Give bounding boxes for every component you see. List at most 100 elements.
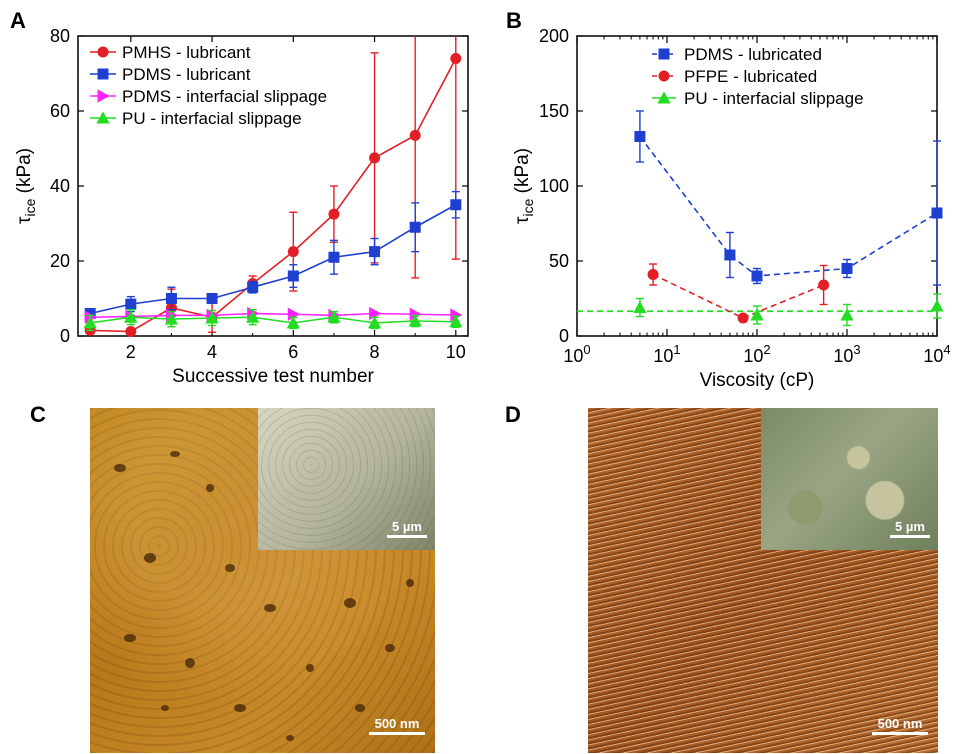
x-tick-label: 10 <box>446 342 466 362</box>
data-point <box>327 310 341 323</box>
panel-label-b: B <box>506 8 522 33</box>
y-tick-label: 150 <box>539 101 569 121</box>
data-point <box>247 281 259 293</box>
y-tick-label: 20 <box>50 251 70 271</box>
x-tick-label: 8 <box>370 342 380 362</box>
x-tick-label: 104 <box>923 342 950 366</box>
panel-label-d: D <box>505 402 521 427</box>
afm-image-c: 5 µm 500 nm <box>90 408 435 753</box>
series-b-1: PFPE - lubricated <box>647 67 830 324</box>
panel-label-c: C <box>30 402 46 427</box>
series-b-2: PU - interfacial slippage <box>633 89 944 327</box>
x-tick-label: 102 <box>743 342 770 366</box>
data-point <box>84 308 96 319</box>
legend-label: PU - interfacial slippage <box>122 109 302 128</box>
afm-image-d: 5 µm 500 nm <box>588 408 938 753</box>
data-point <box>83 316 97 329</box>
scale-line-inset-d <box>890 535 930 538</box>
legend-marker <box>658 70 670 82</box>
x-axis-label: Successive test number <box>172 366 374 387</box>
data-point <box>125 326 137 337</box>
x-axis-label: Viscosity (cP) <box>700 370 815 391</box>
data-point <box>205 311 219 324</box>
data-point <box>367 316 382 329</box>
scale-label-inset-c: 5 µm <box>392 519 422 534</box>
data-point <box>450 308 463 322</box>
data-point <box>165 293 177 304</box>
y-axis-label: τice (kPa) <box>512 148 536 224</box>
chart-b: 100 101 102 103 104 0 50 100 150 200 Viscosity (cP… <box>512 26 951 391</box>
series-line <box>90 316 456 324</box>
data-point <box>124 310 138 323</box>
data-point <box>206 293 218 304</box>
data-point <box>328 251 340 263</box>
scale-bar-main-d: 500 nm <box>872 716 928 735</box>
panel-label-a: A <box>10 8 26 33</box>
data-point <box>409 129 421 141</box>
y-tick-label: 0 <box>60 326 70 346</box>
data-point <box>450 199 462 211</box>
legend-label: PDMS - lubricant <box>122 65 251 84</box>
data-point <box>737 312 749 324</box>
scale-line-main-d <box>872 732 928 735</box>
data-point <box>751 270 763 282</box>
legend-label: PU - interfacial slippage <box>684 89 864 108</box>
data-point <box>286 316 300 329</box>
data-point <box>634 131 646 142</box>
y-tick-label: 80 <box>50 26 70 46</box>
data-point <box>449 315 463 328</box>
data-point <box>287 246 299 258</box>
scale-label-main-d: 500 nm <box>877 716 923 731</box>
legend-label: PDMS - lubricated <box>684 45 822 64</box>
series-line <box>90 58 457 333</box>
x-tick-label: 100 <box>563 342 590 366</box>
series-a-3: PU - interfacial slippage <box>83 109 463 332</box>
optical-inset-c: 5 µm <box>258 408 435 550</box>
x-tick-label: 103 <box>833 342 860 366</box>
scale-bar-main-c: 500 nm <box>369 716 425 735</box>
legend-marker <box>657 91 671 104</box>
scale-bar-inset-d: 5 µm <box>890 519 930 538</box>
series-a-1: PDMS - lubricant <box>84 65 462 319</box>
x-tick-label: 101 <box>653 342 680 366</box>
legend-label: PFPE - lubricated <box>684 67 817 86</box>
data-point <box>818 279 830 291</box>
y-tick-label: 0 <box>559 326 569 346</box>
data-point <box>633 300 647 313</box>
data-point <box>724 249 736 261</box>
data-point <box>287 270 299 282</box>
data-point <box>931 207 943 219</box>
data-point <box>840 308 854 321</box>
legend-marker <box>96 111 110 124</box>
data-point <box>246 310 260 323</box>
y-tick-label: 200 <box>539 26 569 46</box>
scale-line-main-c <box>369 732 425 735</box>
y-tick-label: 40 <box>50 176 70 196</box>
legend-label: PDMS - interfacial slippage <box>122 87 327 106</box>
series-b-0: PDMS - lubricated <box>634 45 943 286</box>
data-point <box>408 314 422 327</box>
scale-line-inset-c <box>387 535 427 538</box>
data-point <box>369 246 381 258</box>
scale-label-inset-d: 5 µm <box>895 519 925 534</box>
legend-marker <box>658 48 670 60</box>
legend-marker <box>97 89 110 103</box>
series-line <box>90 204 457 315</box>
y-tick-label: 50 <box>549 251 569 271</box>
chart-a: 2 4 6 8 10 0 20 40 60 80 Successive test number τic… <box>14 26 469 387</box>
scale-label-main-c: 500 nm <box>374 716 420 731</box>
data-point <box>125 298 137 310</box>
legend-marker <box>97 46 109 58</box>
legend-marker <box>97 68 109 80</box>
y-tick-label: 100 <box>539 176 569 196</box>
data-point <box>328 208 340 220</box>
data-point <box>164 312 179 325</box>
data-point <box>841 263 853 274</box>
optical-inset-d: 5 µm <box>761 408 938 550</box>
data-point <box>930 299 944 312</box>
series-line <box>652 273 824 319</box>
x-tick-label: 4 <box>207 342 217 362</box>
data-point <box>409 221 421 233</box>
data-point <box>409 307 422 321</box>
data-point <box>450 53 462 64</box>
